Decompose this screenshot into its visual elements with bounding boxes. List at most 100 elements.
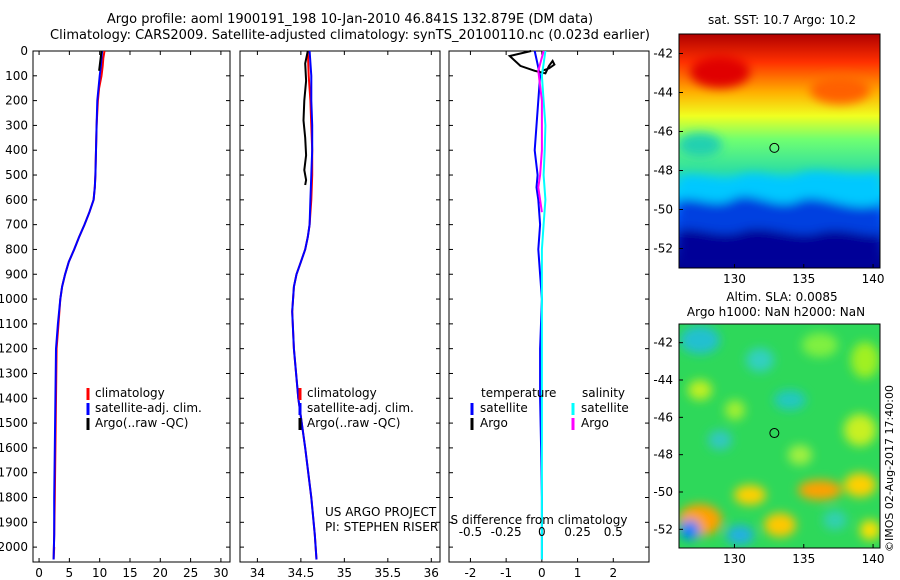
plot-frame <box>32 50 231 563</box>
y-tick-label: 400 <box>5 143 28 157</box>
x-tick-label: 0 <box>35 566 43 580</box>
legend-header: temperature <box>481 386 556 400</box>
difference-profile-panel: -2-1012T difference from climatologytemp… <box>448 50 650 580</box>
legend-label: climatology <box>307 386 377 400</box>
project-annotation: US ARGO PROJECT <box>325 505 437 519</box>
map-y-tick-label: -48 <box>653 164 673 178</box>
series-line-argo <box>537 50 545 213</box>
x-tick-label: 34.5 <box>288 566 315 580</box>
map-x-tick-label: 135 <box>792 272 815 286</box>
project-annotation: PI: STEPHEN RISER <box>325 520 438 534</box>
y-tick-label: 900 <box>5 267 28 281</box>
sst-map-axes: 130 135 140 -42 -44 -46 -48 -50 -52 <box>653 47 884 287</box>
map-y-tick-label: -50 <box>653 203 673 217</box>
legend-label: Argo(..raw -QC) <box>307 416 400 430</box>
y-tick-label: 1700 <box>0 466 28 480</box>
legend-label: satellite <box>480 401 528 415</box>
y-tick-label: 300 <box>5 118 28 132</box>
top-x-tick-label: 0 <box>538 525 546 539</box>
map-x-tick-label: 140 <box>862 272 885 286</box>
top-x-tick-label: -0.25 <box>491 525 522 539</box>
map-y-tick-label: -50 <box>653 485 673 499</box>
map-y-tick-label: -48 <box>653 448 673 462</box>
title-line-1: Argo profile: aoml 1900191_198 10-Jan-20… <box>106 12 594 27</box>
series-line-satellite-adj-clim- <box>291 50 318 560</box>
x-tick-label: 1 <box>574 566 582 580</box>
x-tick-label: -2 <box>464 566 476 580</box>
y-tick-label: 1300 <box>0 366 28 380</box>
x-tick-label: 34 <box>250 566 265 580</box>
y-tick-label: 600 <box>5 193 28 207</box>
series-line-satellite <box>540 50 547 560</box>
sla-map-subtitle: Argo h1000: NaN h2000: NaN <box>687 305 865 319</box>
y-tick-label: 500 <box>5 168 28 182</box>
y-tick-label: 1400 <box>0 391 28 405</box>
y-tick-label: 1600 <box>0 441 28 455</box>
x-tick-label: 15 <box>122 566 137 580</box>
figure-title: Argo profile: aoml 1900191_198 10-Jan-20… <box>0 12 700 44</box>
map-x-tick-label: 135 <box>792 552 815 566</box>
map-y-tick-label: -44 <box>653 86 673 100</box>
x-tick-label: 35.5 <box>374 566 401 580</box>
series-line-satellite-adj-clim- <box>52 50 104 560</box>
legend-label: satellite-adj. clim. <box>95 401 202 415</box>
legend-label: Argo <box>581 416 609 430</box>
imos-credit: ©IMOS 02-Aug-2017 17:40:00 <box>883 385 896 552</box>
top-x-tick-label: 0.25 <box>564 525 591 539</box>
y-tick-label: 1800 <box>0 491 28 505</box>
series-line-satellite <box>533 50 543 560</box>
plot-frame <box>239 50 441 563</box>
y-tick-label: 100 <box>5 69 28 83</box>
argo-location-marker <box>769 428 780 439</box>
y-tick-label: 200 <box>5 94 28 108</box>
sst-heatmap <box>679 34 880 268</box>
legend-label: satellite-adj. clim. <box>307 401 414 415</box>
map-y-tick-label: -42 <box>653 47 673 61</box>
legend-label: climatology <box>95 386 165 400</box>
salinity-profile-panel: 3434.53535.536salinityclimatologysatelli… <box>239 50 441 580</box>
map-x-tick-label: 140 <box>862 552 885 566</box>
plot-frame <box>448 50 650 563</box>
series-line-argo-raw-qc- <box>98 50 103 71</box>
sla-heatmap <box>679 324 880 548</box>
y-tick-label: 1500 <box>0 416 28 430</box>
y-tick-label: 800 <box>5 242 28 256</box>
legend-label: Argo <box>480 416 508 430</box>
y-tick-label: 1000 <box>0 292 28 306</box>
map-y-tick-label: -52 <box>653 522 673 536</box>
x-tick-label: 20 <box>153 566 168 580</box>
x-tick-label: 0 <box>538 566 546 580</box>
diff-title: S difference from climatology <box>451 513 628 527</box>
x-tick-label: -1 <box>500 566 512 580</box>
x-tick-label: 30 <box>213 566 228 580</box>
sst-map-title: sat. SST: 10.7 Argo: 10.2 <box>708 13 856 27</box>
x-tick-label: 36 <box>424 566 439 580</box>
y-tick-label: 2000 <box>0 540 28 554</box>
y-tick-label: 700 <box>5 218 28 232</box>
top-x-tick-label: -0.5 <box>459 525 482 539</box>
map-y-tick-label: -52 <box>653 242 673 256</box>
x-tick-label: 10 <box>92 566 107 580</box>
map-x-tick-label: 130 <box>723 272 746 286</box>
y-tick-label: 1900 <box>0 515 28 529</box>
y-tick-label: 0 <box>20 44 28 58</box>
legend-label: satellite <box>581 401 629 415</box>
x-tick-label: 5 <box>66 566 74 580</box>
argo-location-marker <box>769 142 780 153</box>
x-tick-label: 25 <box>183 566 198 580</box>
y-tick-label: 1100 <box>0 317 28 331</box>
top-x-tick-label: 0.5 <box>604 525 623 539</box>
legend-header: salinity <box>582 386 625 400</box>
map-x-tick-label: 130 <box>723 552 746 566</box>
sla-map-panel: Altim. SLA: 0.0085 Argo h1000: NaN h2000… <box>653 290 884 566</box>
sst-map-panel: sat. SST: 10.7 Argo: 10.2 130 135 140 -42 -4… <box>653 13 884 286</box>
y-tick-label: 1200 <box>0 342 28 356</box>
sla-map-axes: 130 135 140 -42 -44 -46 -48 -50 -52 <box>653 336 884 566</box>
series-line-argo-raw-qc- <box>302 50 309 186</box>
x-tick-label: 35 <box>337 566 352 580</box>
x-tick-label: 2 <box>609 566 617 580</box>
legend-label: Argo(..raw -QC) <box>95 416 188 430</box>
title-line-2: Climatology: CARS2009. Satellite-adjuste… <box>50 28 650 43</box>
map-y-tick-label: -42 <box>653 336 673 350</box>
